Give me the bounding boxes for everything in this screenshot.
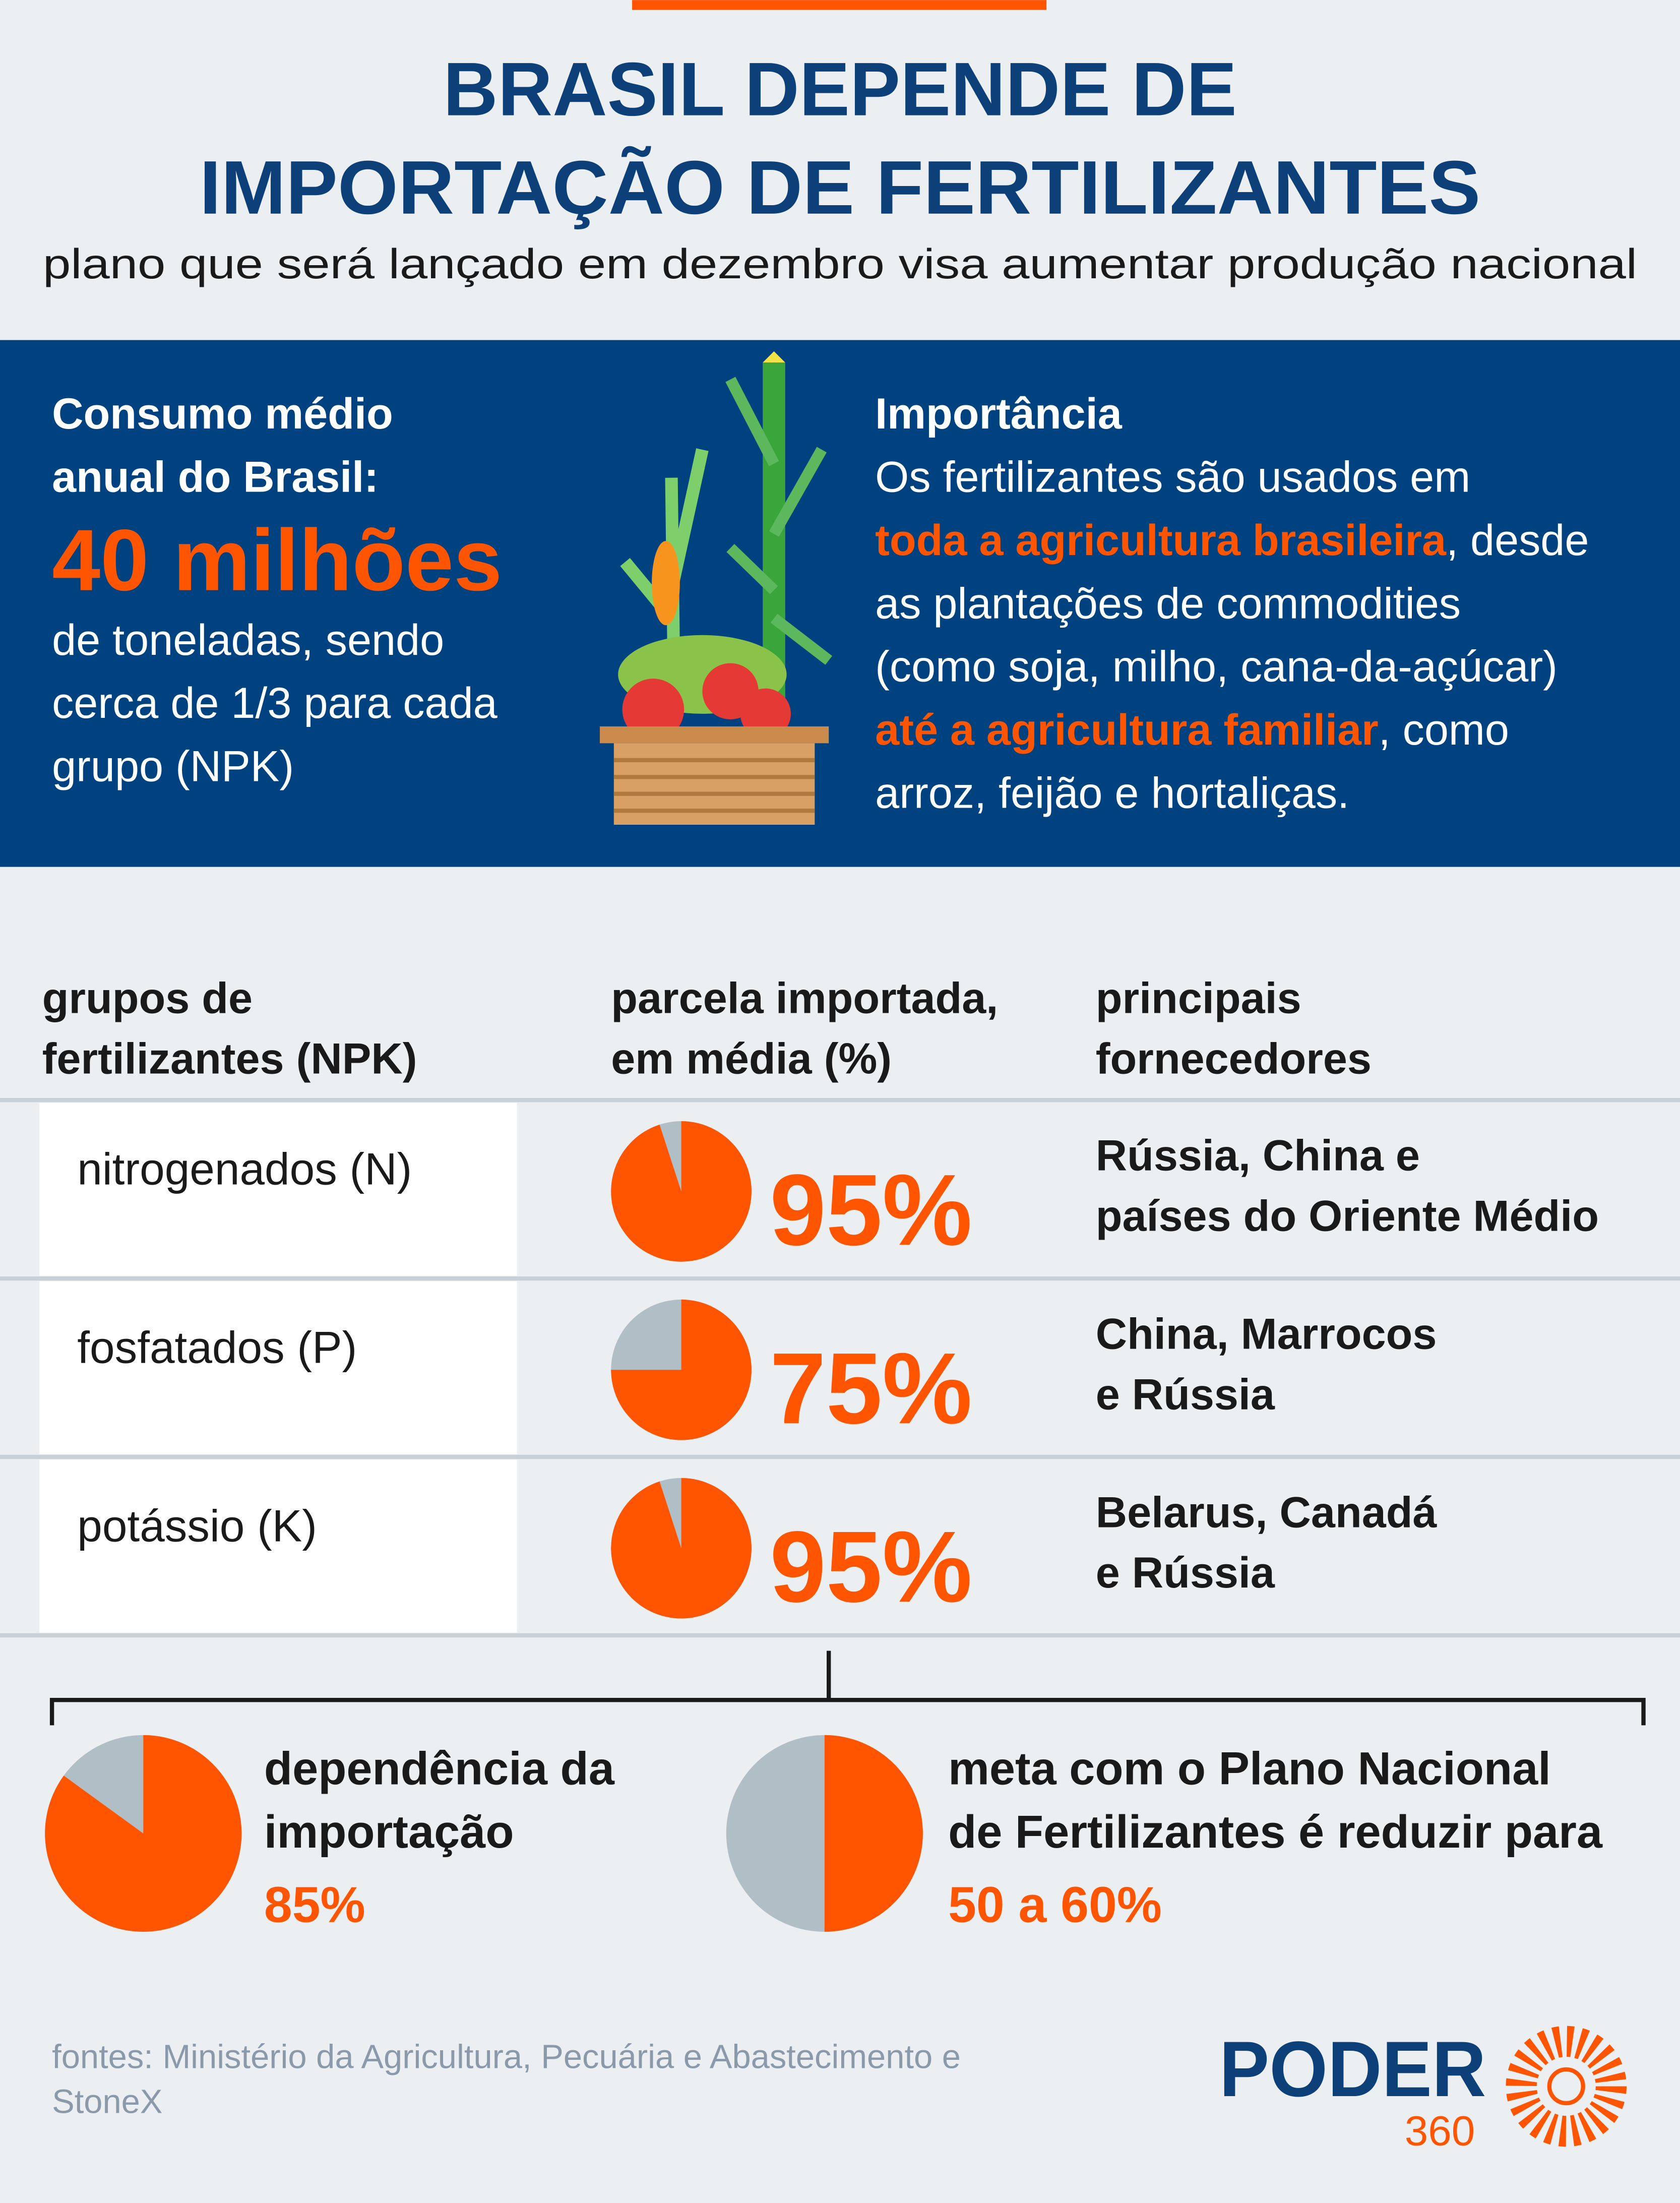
importance-text: Os fertilizantes são usados em — [875, 453, 1470, 502]
source: fontes: Ministério da Agricultura, Pecuá… — [52, 2038, 961, 2075]
title: BRASIL DEPENDE DE — [443, 47, 1237, 132]
column-header: parcela importada, — [611, 974, 998, 1022]
pie-slice — [611, 1478, 752, 1619]
importance-text: até a agricultura familiar — [875, 706, 1379, 754]
summary-text: importação — [264, 1806, 514, 1858]
logo-sub: 360 — [1405, 2107, 1475, 2155]
importance-text: (como soja, milho, cana-da-açúcar) — [875, 643, 1558, 691]
suppliers: países do Oriente Médio — [1096, 1192, 1599, 1240]
consumption-amount: 40 milhões — [52, 512, 502, 609]
consumption-detail: grupo (NPK) — [52, 743, 294, 791]
suppliers: Belarus, Canadá — [1096, 1488, 1438, 1537]
importance-line: Os fertilizantes são usados em — [875, 453, 1470, 502]
importance-line: toda a agricultura brasileira, desde — [875, 516, 1589, 565]
bracket — [49, 1650, 1646, 1726]
importance-text: , como — [1379, 706, 1509, 754]
group-name: fosfatados (P) — [77, 1322, 357, 1372]
importance-text: arroz, feijão e hortaliças. — [875, 769, 1349, 818]
suppliers: e Rússia — [1096, 1549, 1275, 1597]
column-header: principais — [1096, 974, 1301, 1022]
group-name: potássio (K) — [77, 1500, 317, 1551]
subtitle: plano que será lançado em dezembro visa … — [43, 240, 1637, 287]
importance-text: , desde — [1446, 516, 1589, 565]
importance-line: (como soja, milho, cana-da-açúcar) — [875, 643, 1558, 691]
logo: PODER — [1219, 2026, 1486, 2113]
pie-slice — [611, 1121, 752, 1262]
row-cell — [39, 1281, 517, 1454]
summary-value: 50 a 60% — [948, 1876, 1162, 1933]
importance-text: as plantações de commodities — [875, 579, 1461, 628]
summary-text: dependência da — [264, 1743, 615, 1794]
share-label: 95% — [770, 1510, 972, 1623]
plant-illustration — [599, 351, 833, 825]
importance-line: as plantações de commodities — [875, 579, 1461, 628]
importance-line: arroz, feijão e hortaliças. — [875, 769, 1349, 818]
summary-value: 85% — [264, 1876, 365, 1933]
importance-line: até a agricultura familiar, como — [875, 706, 1509, 754]
consumption-detail: cerca de 1/3 para cada — [52, 679, 497, 727]
title: IMPORTAÇÃO DE FERTILIZANTES — [200, 145, 1481, 230]
suppliers: Rússia, China e — [1096, 1132, 1420, 1180]
group-name: nitrogenados (N) — [77, 1143, 412, 1194]
column-header: em média (%) — [611, 1034, 892, 1083]
pie-slice — [611, 1299, 752, 1440]
summary-text: meta com o Plano Nacional — [948, 1743, 1551, 1794]
source: StoneX — [52, 2083, 162, 2120]
column-header: grupos de — [42, 974, 253, 1022]
column-header: fornecedores — [1096, 1034, 1372, 1083]
consumption-label: Consumo médio — [52, 390, 393, 438]
suppliers: e Rússia — [1096, 1370, 1275, 1419]
row-cell — [39, 1459, 517, 1633]
pie-slice — [824, 1735, 923, 1932]
highlight-panel — [0, 340, 1680, 867]
summary-text: de Fertilizantes é reduzir para — [948, 1806, 1603, 1858]
consumption-label: anual do Brasil: — [52, 453, 379, 502]
suppliers: China, Marrocos — [1096, 1310, 1437, 1358]
importance-title: Importância — [875, 390, 1123, 438]
share-label: 95% — [770, 1153, 972, 1266]
top-accent — [632, 0, 1047, 10]
share-label: 75% — [770, 1331, 972, 1445]
row-cell — [39, 1103, 517, 1276]
column-header: fertilizantes (NPK) — [42, 1034, 417, 1083]
importance-text: toda a agricultura brasileira — [875, 516, 1447, 565]
consumption-detail: de toneladas, sendo — [52, 616, 444, 664]
